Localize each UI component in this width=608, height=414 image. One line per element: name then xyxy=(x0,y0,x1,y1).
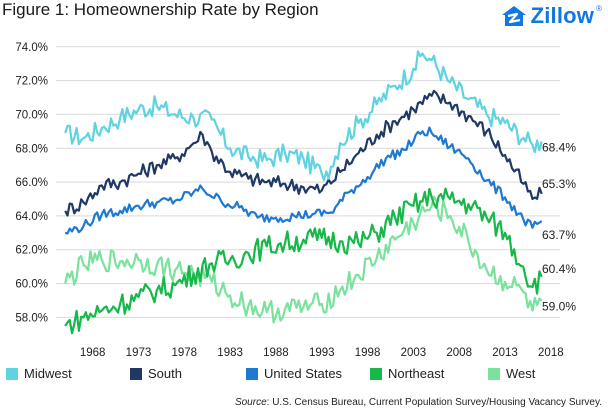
y-axis-ticks: 58.0% 60.0% 62.0% 64.0% 66.0% 68.0% 70.0% 72.0%… xyxy=(15,42,48,325)
y-tick-label: 60.0% xyxy=(15,279,48,291)
series-line-west xyxy=(64,195,543,324)
series-line-midwest xyxy=(64,50,543,182)
source-label: Source xyxy=(234,397,267,408)
x-axis-ticks: 1968 1973 1978 1983 1988 1993 1998 2003 2008 2013… xyxy=(80,347,564,359)
legend-swatch xyxy=(488,367,500,380)
x-tick-label: 2018 xyxy=(538,347,564,359)
source-note: Source: U.S. Census Bureau, Current Popu… xyxy=(235,397,602,408)
end-labels: 68.4% 65.3% 63.7% 60.4% 59.0% xyxy=(542,140,576,313)
end-label-northeast: 60.4% xyxy=(542,262,576,276)
series-lines xyxy=(64,50,543,335)
x-tick-label: 1978 xyxy=(171,347,197,359)
end-label-united-states: 63.7% xyxy=(542,228,576,242)
x-tick-label: 1973 xyxy=(126,347,152,359)
x-tick-label: 1988 xyxy=(263,347,289,359)
y-tick-label: 72.0% xyxy=(15,76,48,88)
legend-item-south: South xyxy=(130,366,182,381)
y-tick-label: 62.0% xyxy=(15,245,48,257)
brand-suffix: ® xyxy=(596,4,602,13)
source-text: : U.S. Census Bureau, Current Population… xyxy=(266,397,602,408)
x-tick-label: 2003 xyxy=(401,347,427,359)
legend-swatch xyxy=(130,367,142,380)
legend-item-west: West xyxy=(488,366,535,381)
legend-label: United States xyxy=(264,366,343,381)
legend-swatch xyxy=(6,367,18,380)
legend-swatch xyxy=(370,367,382,380)
y-tick-label: 68.0% xyxy=(15,143,48,155)
y-tick-label: 74.0% xyxy=(15,42,48,54)
zillow-logo: Zillow ® xyxy=(501,3,602,28)
y-tick-label: 70.0% xyxy=(15,109,48,121)
legend-item-united-states: United States xyxy=(246,366,342,381)
legend-label: Northeast xyxy=(388,366,445,381)
legend-item-northeast: Northeast xyxy=(370,366,444,381)
x-tick-label: 1983 xyxy=(217,347,243,359)
end-label-south: 65.3% xyxy=(542,177,576,191)
x-tick-label: 1998 xyxy=(355,347,381,359)
series-line-northeast xyxy=(64,187,543,335)
end-label-midwest: 68.4% xyxy=(542,140,576,154)
y-tick-label: 58.0% xyxy=(15,312,48,324)
legend-item-midwest: Midwest xyxy=(6,366,72,381)
end-label-west: 59.0% xyxy=(542,299,576,313)
brand-name: Zillow xyxy=(530,3,595,28)
legend-swatch xyxy=(246,367,258,380)
series-line-south xyxy=(64,89,543,217)
legend-label: South xyxy=(148,366,182,381)
x-tick-label: 2008 xyxy=(446,347,472,359)
chart-title: Figure 1: Homeownership Rate by Region xyxy=(2,0,319,19)
x-tick-label: 1993 xyxy=(309,347,335,359)
series-line-united-states xyxy=(64,126,543,235)
legend: Midwest South United States Northeast West xyxy=(6,366,606,384)
legend-label: Midwest xyxy=(24,366,72,381)
y-tick-label: 66.0% xyxy=(15,177,48,189)
x-tick-label: 1968 xyxy=(80,347,106,359)
y-tick-label: 64.0% xyxy=(15,211,48,223)
legend-label: West xyxy=(506,366,536,381)
zillow-house-icon xyxy=(501,6,526,26)
x-tick-label: 2013 xyxy=(492,347,518,359)
